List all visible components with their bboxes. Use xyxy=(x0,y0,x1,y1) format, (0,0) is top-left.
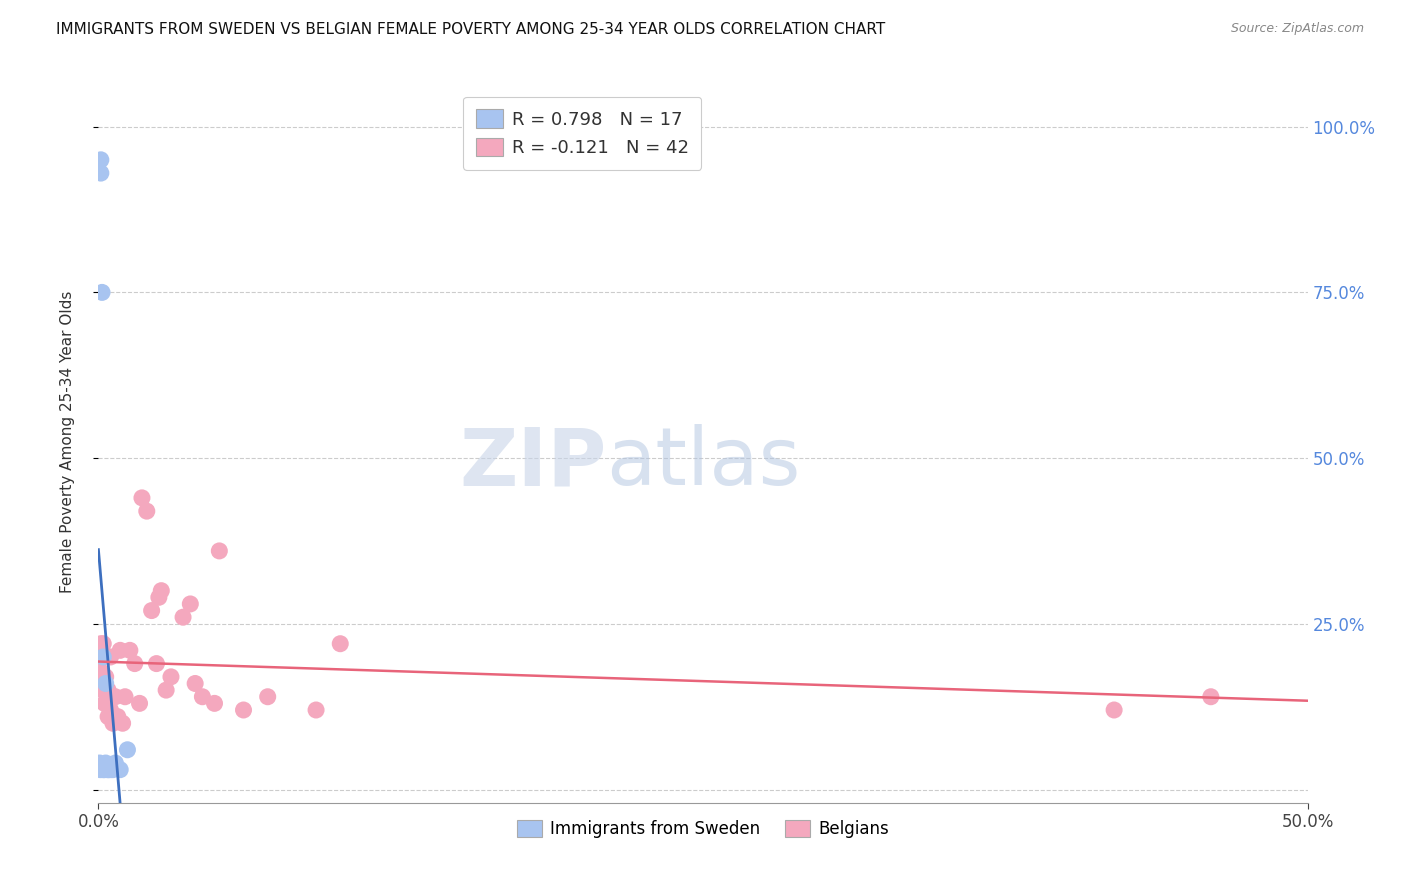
Point xyxy=(90,153,112,167)
Point xyxy=(1199,690,1222,704)
Point xyxy=(155,683,177,698)
Point xyxy=(101,763,124,777)
Point xyxy=(104,690,127,704)
Point xyxy=(104,756,127,770)
Text: atlas: atlas xyxy=(606,425,800,502)
Point xyxy=(91,683,114,698)
Point xyxy=(94,676,117,690)
Point xyxy=(91,637,114,651)
Text: Source: ZipAtlas.com: Source: ZipAtlas.com xyxy=(1230,22,1364,36)
Point xyxy=(124,657,146,671)
Point xyxy=(90,637,112,651)
Point xyxy=(128,697,150,711)
Point xyxy=(94,697,117,711)
Point xyxy=(91,285,114,300)
Point xyxy=(93,763,115,777)
Point xyxy=(191,690,214,704)
Point xyxy=(93,697,115,711)
Point xyxy=(108,643,131,657)
Point xyxy=(172,610,194,624)
Point xyxy=(100,763,122,777)
Text: ZIP: ZIP xyxy=(458,425,606,502)
Point xyxy=(89,663,111,677)
Point xyxy=(256,690,278,704)
Point xyxy=(208,544,231,558)
Point xyxy=(114,690,136,704)
Point xyxy=(184,676,207,690)
Point xyxy=(100,703,122,717)
Point xyxy=(150,583,173,598)
Point xyxy=(89,756,111,770)
Point xyxy=(329,637,352,651)
Point xyxy=(100,650,122,665)
Point xyxy=(204,697,226,711)
Point xyxy=(91,650,114,665)
Point xyxy=(90,166,112,180)
Y-axis label: Female Poverty Among 25-34 Year Olds: Female Poverty Among 25-34 Year Olds xyxy=(60,291,75,592)
Point xyxy=(145,657,167,671)
Point xyxy=(89,763,111,777)
Point xyxy=(91,670,114,684)
Point xyxy=(97,683,120,698)
Point xyxy=(135,504,157,518)
Point xyxy=(232,703,254,717)
Point xyxy=(108,763,131,777)
Point xyxy=(117,743,139,757)
Point xyxy=(141,603,163,617)
Point xyxy=(148,591,170,605)
Point xyxy=(101,716,124,731)
Point xyxy=(107,709,129,723)
Point xyxy=(97,763,120,777)
Point xyxy=(89,650,111,665)
Point xyxy=(111,716,134,731)
Text: IMMIGRANTS FROM SWEDEN VS BELGIAN FEMALE POVERTY AMONG 25-34 YEAR OLDS CORRELATI: IMMIGRANTS FROM SWEDEN VS BELGIAN FEMALE… xyxy=(56,22,886,37)
Point xyxy=(1102,703,1125,717)
Point xyxy=(118,643,141,657)
Point xyxy=(97,709,120,723)
Point xyxy=(97,763,120,777)
Point xyxy=(94,670,117,684)
Legend: Immigrants from Sweden, Belgians: Immigrants from Sweden, Belgians xyxy=(510,814,896,845)
Point xyxy=(160,670,183,684)
Point xyxy=(131,491,153,505)
Point xyxy=(305,703,328,717)
Point xyxy=(94,756,117,770)
Point xyxy=(91,763,114,777)
Point xyxy=(179,597,201,611)
